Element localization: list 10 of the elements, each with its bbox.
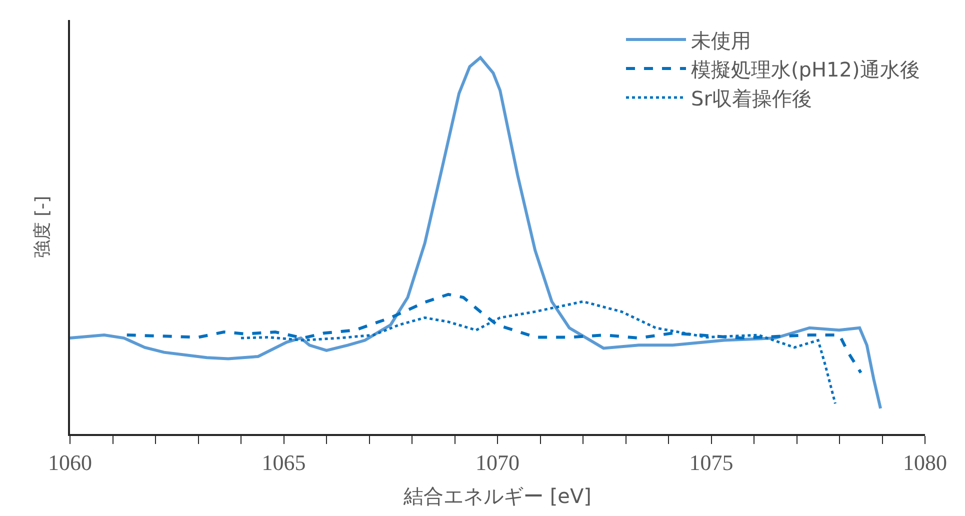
- x-tick-label: 1080: [903, 450, 947, 476]
- x-axis-title: 結合エネルギー [eV]: [402, 484, 592, 508]
- x-tick-label: 1075: [689, 450, 734, 476]
- legend-label: 模擬処理水(pH12)通水後: [691, 57, 920, 82]
- y-axis-title: 強度 [-]: [32, 196, 53, 258]
- legend-label: Sr収着操作後: [691, 86, 812, 110]
- x-tick-label: 1060: [48, 450, 92, 476]
- x-tick-label: 1065: [262, 450, 306, 476]
- legend-label: 未使用: [691, 28, 751, 52]
- x-tick-label: 1070: [476, 450, 520, 476]
